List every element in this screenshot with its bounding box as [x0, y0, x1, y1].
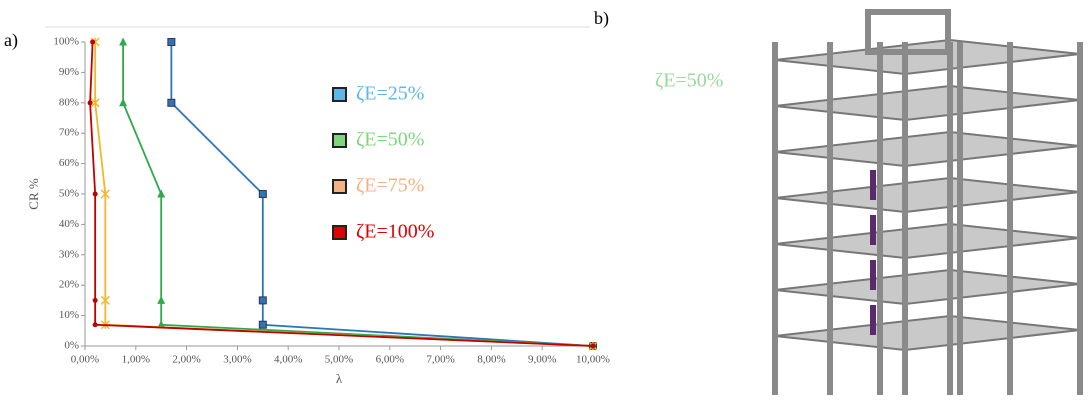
- image-annotation: ζE=50%: [655, 70, 723, 92]
- legend-swatch: [333, 180, 346, 193]
- floor-slab: [775, 178, 1080, 212]
- y-tick-label: 30%: [59, 248, 79, 260]
- floor-slab: [775, 270, 1080, 304]
- marker: [259, 321, 266, 328]
- x-tick-label: 3,00%: [223, 354, 251, 366]
- damper: [870, 170, 876, 200]
- x-tick-label: 7,00%: [426, 354, 454, 366]
- x-tick-label: 8,00%: [477, 354, 505, 366]
- legend-label: ζE=100%: [356, 221, 434, 243]
- marker: [591, 344, 596, 349]
- x-tick-label: 4,00%: [274, 354, 302, 366]
- marker: [101, 296, 109, 304]
- legend-swatch: [333, 134, 346, 147]
- building-model: [775, 12, 1080, 395]
- marker: [88, 100, 93, 105]
- figure: a) b) ζE=50% 0% 10% 20% 30% 40% 50% 60% 70% 80% 9…: [0, 0, 1090, 406]
- y-tick-label: 80%: [59, 96, 79, 108]
- x-tick-label: 2,00%: [172, 354, 200, 366]
- x-tick-label: 1,00%: [122, 354, 150, 366]
- y-tick-label: 40%: [59, 218, 79, 230]
- y-tick-label: 70%: [59, 127, 79, 139]
- marker: [119, 98, 127, 106]
- legend-swatch: [333, 226, 346, 239]
- y-tick-label: 60%: [59, 157, 79, 169]
- y-tick-label: 10%: [59, 309, 79, 321]
- x-tick-label: 6,00%: [376, 354, 404, 366]
- marker: [168, 39, 175, 46]
- marker: [93, 298, 98, 303]
- marker: [93, 322, 98, 327]
- x-tick-label: 9,00%: [528, 354, 556, 366]
- marker: [119, 38, 127, 46]
- panel-label: b): [594, 8, 609, 29]
- marker: [90, 40, 95, 45]
- damper: [870, 305, 876, 335]
- y-tick-label: 90%: [59, 66, 79, 78]
- x-tick-label: 10,00%: [576, 354, 610, 366]
- marker: [168, 99, 175, 106]
- legend-label: ζE=25%: [356, 83, 424, 105]
- legend-swatch: [333, 88, 346, 101]
- floor-slab: [775, 224, 1080, 258]
- marker: [157, 296, 165, 304]
- y-tick-label: 100%: [53, 36, 79, 48]
- damper: [870, 260, 876, 290]
- floor-slab: [775, 86, 1080, 120]
- y-tick-label: 0%: [64, 340, 79, 352]
- marker: [101, 190, 109, 198]
- y-tick-label: 50%: [59, 188, 79, 200]
- legend-label: ζE=75%: [356, 175, 424, 197]
- panel-label: a): [4, 30, 18, 51]
- y-tick-label: 20%: [59, 279, 79, 291]
- damper: [870, 215, 876, 245]
- x-axis-label: λ: [336, 371, 343, 386]
- marker: [259, 191, 266, 198]
- x-tick-label: 5,00%: [325, 354, 353, 366]
- floor-slab: [775, 132, 1080, 166]
- marker: [259, 297, 266, 304]
- y-axis-label: CR %: [26, 178, 41, 210]
- x-tick-label: 0,00%: [71, 354, 99, 366]
- legend-label: ζE=50%: [356, 129, 424, 151]
- floor-slab: [775, 316, 1080, 350]
- floor-slab: [775, 40, 1080, 74]
- marker: [93, 192, 98, 197]
- marker: [157, 190, 165, 198]
